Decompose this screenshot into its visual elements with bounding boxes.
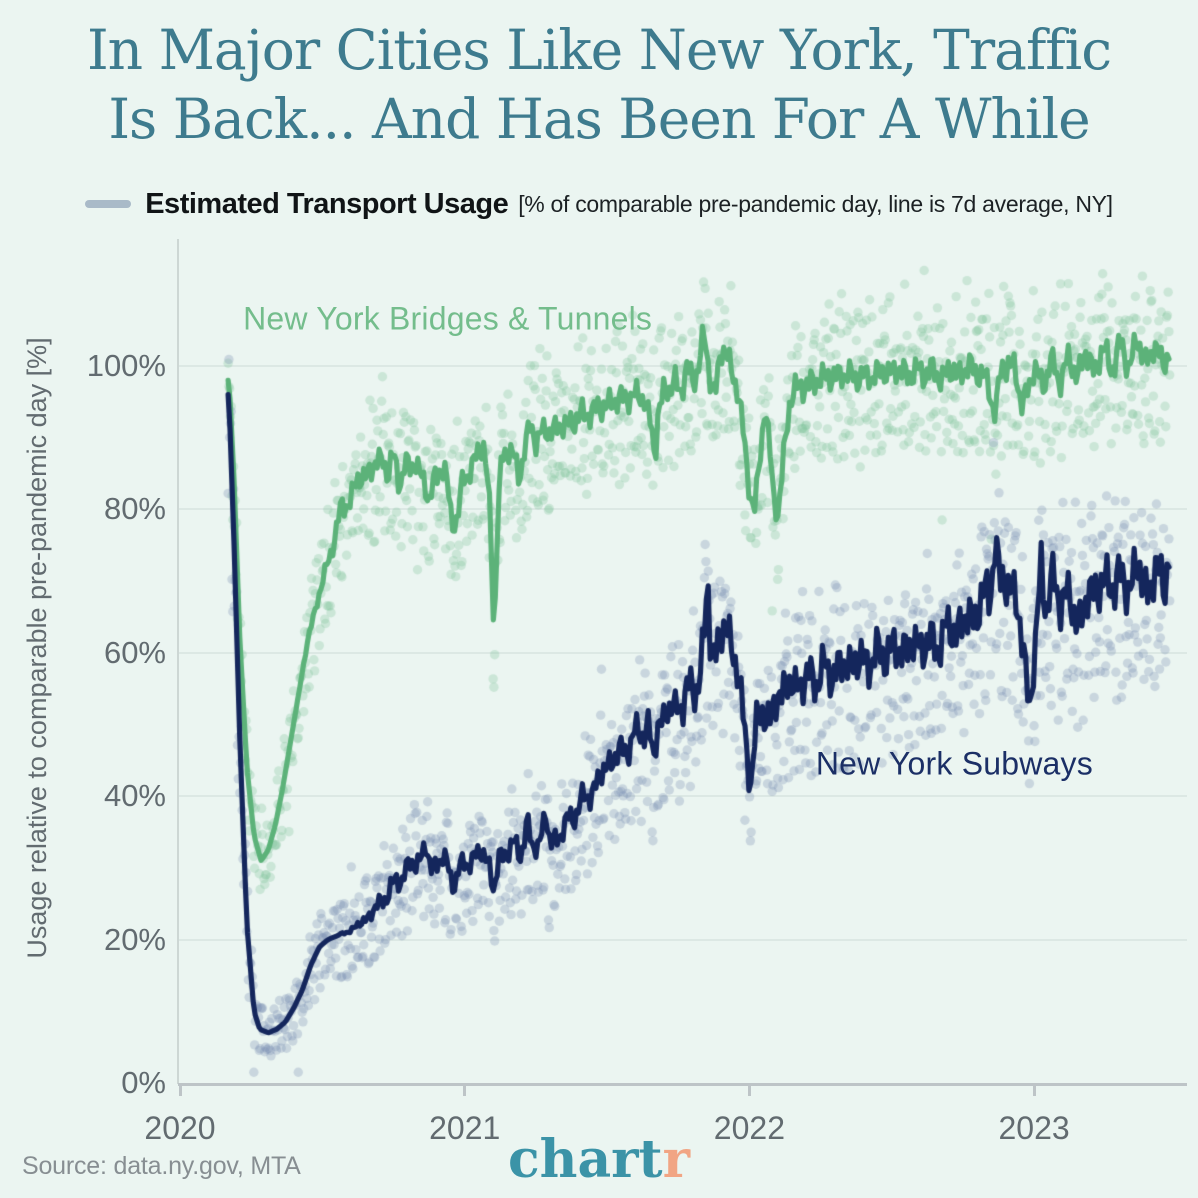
y-tick-label-20: 20% bbox=[103, 921, 166, 957]
x-tick-label-2020: 2020 bbox=[144, 1110, 216, 1146]
legend: Estimated Transport Usage [% of comparab… bbox=[0, 184, 1198, 224]
y-tick-label-100: 100% bbox=[86, 348, 166, 383]
legend-swatch bbox=[85, 200, 132, 208]
page-title: In Major Cities Like New York, Traffic I… bbox=[0, 16, 1198, 154]
title-line-2: Is Back... And Has Been For A While bbox=[108, 87, 1090, 151]
x-tick-label-2022: 2022 bbox=[713, 1110, 785, 1146]
logo-chart: chart bbox=[508, 1129, 663, 1190]
y-tick-label-0: 0% bbox=[121, 1065, 166, 1100]
x-tick-label-2021: 2021 bbox=[429, 1110, 501, 1146]
y-tick-label-60: 60% bbox=[103, 634, 166, 670]
legend-label: Estimated Transport Usage bbox=[145, 187, 509, 220]
series-label-bridges-tunnels: New York Bridges & Tunnels bbox=[243, 300, 653, 337]
y-tick-label-40: 40% bbox=[103, 778, 166, 814]
x-tick-label-2023: 2023 bbox=[998, 1110, 1070, 1146]
brand-logo: chartr bbox=[0, 1132, 1198, 1188]
logo-r: r bbox=[662, 1129, 690, 1190]
title-line-1: In Major Cities Like New York, Traffic bbox=[86, 18, 1112, 82]
y-tick-label-80: 80% bbox=[103, 491, 166, 527]
y-axis-title: Usage relative to comparable pre-pandemi… bbox=[22, 337, 52, 959]
legend-qualifier: [% of comparable pre-pandemic day, line … bbox=[518, 190, 1113, 217]
source-note: Source: data.ny.gov, MTA bbox=[22, 1152, 301, 1180]
series-label-subways: New York Subways bbox=[815, 745, 1093, 782]
